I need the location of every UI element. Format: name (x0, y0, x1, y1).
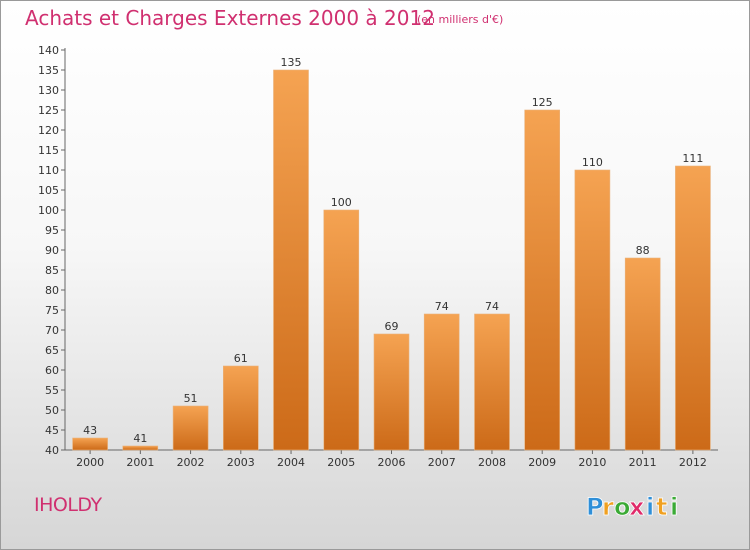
data-label-2005: 100 (331, 196, 352, 209)
y-tick-label: 50 (45, 404, 59, 417)
bar-2002 (172, 405, 209, 451)
y-tick-label: 60 (45, 364, 59, 377)
bar-2010 (574, 169, 611, 451)
x-tick-label-2007: 2007 (428, 456, 456, 469)
chart-subtitle: (en milliers d'€) (417, 13, 504, 26)
bar-2003 (223, 365, 259, 451)
x-tick-label-2009: 2009 (528, 456, 556, 469)
bar-2005 (323, 209, 360, 451)
y-tick-label: 45 (45, 424, 59, 437)
y-tick-label: 40 (45, 444, 59, 457)
data-label-2011: 88 (636, 244, 650, 257)
logo-letter: i (670, 493, 678, 521)
y-tick-label: 140 (38, 44, 59, 57)
chart-bars (72, 69, 711, 451)
data-label-2008: 74 (485, 300, 499, 313)
data-label-2000: 43 (83, 424, 97, 437)
y-tick-label: 65 (45, 344, 59, 357)
x-tick-label-2002: 2002 (177, 456, 205, 469)
y-tick-label: 85 (45, 264, 59, 277)
bar-2007 (423, 313, 460, 451)
logo-letter: i (646, 493, 654, 521)
y-tick-label: 110 (38, 164, 59, 177)
bar-2000 (72, 437, 108, 451)
bar-2009 (524, 109, 561, 451)
y-tick-label: 90 (45, 244, 59, 257)
data-label-2002: 51 (184, 392, 198, 405)
data-label-2006: 69 (385, 320, 399, 333)
bar-2012 (675, 165, 711, 451)
x-tick-label-2003: 2003 (227, 456, 255, 469)
y-tick-label: 130 (38, 84, 59, 97)
data-label-2003: 61 (234, 352, 248, 365)
x-tick-label-2001: 2001 (126, 456, 154, 469)
y-tick-label: 80 (45, 284, 59, 297)
y-tick-label: 55 (45, 384, 59, 397)
y-tick-label: 115 (38, 144, 59, 157)
x-tick-label-2010: 2010 (578, 456, 606, 469)
logo-letter: o (614, 493, 631, 521)
y-tick-label: 95 (45, 224, 59, 237)
data-label-2007: 74 (435, 300, 449, 313)
y-tick-label: 70 (45, 324, 59, 337)
logo-letter: t (656, 493, 667, 521)
chart-title: Achats et Charges Externes 2000 à 2012 (25, 6, 435, 30)
data-label-2009: 125 (532, 96, 553, 109)
data-label-2004: 135 (281, 56, 302, 69)
chart-labels: 43 2000 41 2001 51 2002 61 2003 135 2004 100 2005 69… (76, 56, 707, 469)
logo-letter: x (629, 493, 645, 521)
y-tick-label: 120 (38, 124, 59, 137)
data-label-2012: 111 (682, 152, 703, 165)
y-tick-label: 100 (38, 204, 59, 217)
logo-letter: P (586, 493, 604, 521)
y-tick-label: 135 (38, 64, 59, 77)
bar-2008 (474, 313, 510, 451)
commune-name: IHOLDY (34, 494, 102, 516)
x-tick-label-2008: 2008 (478, 456, 506, 469)
x-tick-label-2005: 2005 (327, 456, 355, 469)
y-tick-label: 75 (45, 304, 59, 317)
y-tick-label: 105 (38, 184, 59, 197)
proxiti-logo: Pr ox i t i (586, 493, 679, 522)
bar-2006 (373, 333, 410, 451)
x-tick-label-2004: 2004 (277, 456, 305, 469)
x-tick-label-2000: 2000 (76, 456, 104, 469)
x-tick-label-2012: 2012 (679, 456, 707, 469)
x-tick-label-2011: 2011 (629, 456, 657, 469)
x-tick-label-2006: 2006 (378, 456, 406, 469)
bar-2001 (122, 445, 159, 451)
y-tick-label: 125 (38, 104, 59, 117)
logo-letter: r (602, 493, 614, 521)
bar-2011 (624, 257, 661, 451)
bar-2004 (273, 69, 309, 451)
data-label-2001: 41 (133, 432, 147, 445)
data-label-2010: 110 (582, 156, 603, 169)
